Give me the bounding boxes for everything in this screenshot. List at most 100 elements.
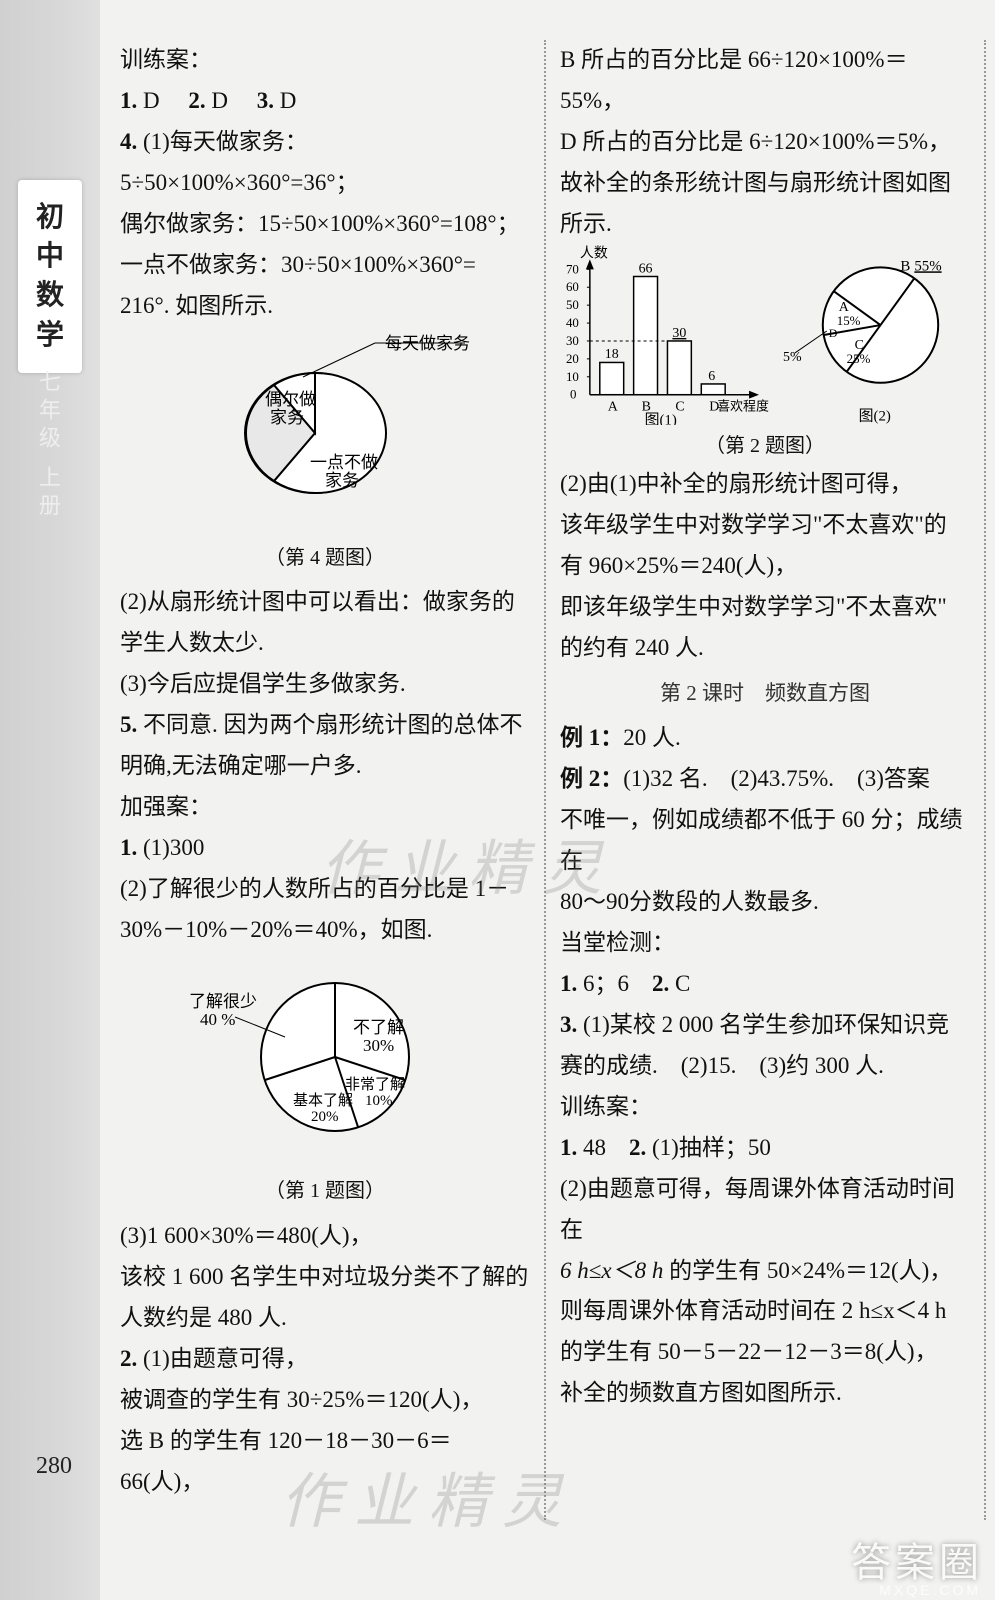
s2-l1: (1)由题意可得， xyxy=(143,1346,308,1371)
s1-l1: (1)300 xyxy=(143,835,204,860)
training-heading-r: 训练案： xyxy=(560,1087,970,1128)
pie3-a: 15% xyxy=(837,313,861,328)
q4-num: 4. xyxy=(120,129,137,154)
q4-line5: (2)从扇形统计图中可以看出：做家务的 xyxy=(120,582,530,623)
s1-line1: 1. (1)300 xyxy=(120,828,530,869)
bar1-caption: 图(1) xyxy=(645,412,677,424)
svg-text:70: 70 xyxy=(566,261,579,276)
s1-line2: (2)了解很少的人数所占的百分比是 1－ xyxy=(120,869,530,910)
page-content: 训练案： 1. D 2. D 3. D 4. (1)每天做家务：5÷50×100… xyxy=(120,40,970,1520)
q4-line3: 一点不做家务：30÷50×100%×360°= xyxy=(120,245,530,286)
bar1-svg: 人数 0 10 20 30 40 50 60 70 18 66 30 xyxy=(560,245,769,425)
svg-text:0: 0 xyxy=(570,386,576,401)
s1-line5: 该校 1 600 名学生中对垃圾分类不了解的 xyxy=(120,1257,530,1298)
pie1-svg: 偶尔做 家务 一点不做 家务 每天做家务 xyxy=(175,333,475,523)
pie1-none: 一点不做 xyxy=(310,453,378,472)
ex2-pre: 例 2： xyxy=(560,766,623,791)
mc-answers: 1. D 2. D 3. D xyxy=(120,81,530,122)
q3-num: 3. xyxy=(257,88,274,113)
q1-num: 1. xyxy=(120,88,137,113)
s2-line4: B 所占的百分比是 66÷120×100%＝55%， xyxy=(560,40,970,122)
svg-text:30: 30 xyxy=(566,333,579,348)
pie3-caption: 图(2) xyxy=(859,408,891,424)
pie3-c: 25% xyxy=(847,351,871,366)
t2-l5: 补全的频数直方图如图所示. xyxy=(560,1373,970,1414)
subject-tab: 初中数学 xyxy=(18,180,82,373)
svg-text:60: 60 xyxy=(566,279,579,294)
q4-line1: 4. (1)每天做家务：5÷50×100%×360°=36°； xyxy=(120,122,530,204)
c3-l1: 3. (1)某校 2 000 名学生参加环保知识竞 xyxy=(560,1005,970,1046)
pie2-l3: 了解很少 xyxy=(189,992,257,1011)
t2-l3: 则每周课外体育活动时间在 2 h≤x＜4 h xyxy=(560,1291,970,1332)
svg-text:6: 6 xyxy=(708,368,715,383)
svg-text:B: B xyxy=(900,258,910,274)
q4-line4: 216°. 如图所示. xyxy=(120,286,530,327)
q4-line6: 学生人数太少. xyxy=(120,623,530,664)
pie1-figure: 偶尔做 家务 一点不做 家务 每天做家务 （第 4 题图） xyxy=(120,333,530,577)
t1: 1. 48 2. (1)抽样；50 xyxy=(560,1128,970,1169)
q2-num: 2. xyxy=(188,88,205,113)
q5-l1: 不同意. 因为两个扇形统计图的总体不 xyxy=(143,712,523,737)
s1-line6: 人数约是 480 人. xyxy=(120,1298,530,1339)
ex1: 例 1：20 人. xyxy=(560,718,970,759)
svg-text:18: 18 xyxy=(605,347,619,362)
pie3-d: 5% xyxy=(783,350,802,365)
fig-row-q2: 人数 0 10 20 30 40 50 60 70 18 66 30 xyxy=(560,245,970,425)
pie2-figure: 不了解 30% 非常了解 10% 基本了解 20% 了解很少 40 % （第 1… xyxy=(120,957,530,1211)
s2-line2: 被调查的学生有 30÷25%＝120(人)， xyxy=(120,1380,530,1421)
q2-ans: D xyxy=(211,88,228,113)
q1-ans: D xyxy=(143,88,160,113)
bar1-xlabel: 喜欢程度 xyxy=(717,398,769,413)
s2-line3: 选 B 的学生有 120－18－30－6＝66(人)， xyxy=(120,1421,530,1503)
pie1-occ: 偶尔做 xyxy=(265,390,316,409)
ex2-l1: 例 2：(1)32 名. (2)43.75%. (3)答案 xyxy=(560,759,970,800)
t2-l4: 的学生有 50－5－22－12－3＝8(人)， xyxy=(560,1332,970,1373)
svg-text:66: 66 xyxy=(639,261,653,276)
q5-line2: 明确,无法确定哪一户多. xyxy=(120,746,530,787)
r5: 的约有 240 人. xyxy=(560,628,970,669)
pie2-p3: 40 % xyxy=(200,1010,235,1029)
c3-1: (1)某校 2 000 名学生参加环保知识竞 xyxy=(583,1012,949,1037)
pie2-p2: 20% xyxy=(311,1109,339,1125)
q4-line2: 偶尔做家务：15÷50×100%×360°=108°； xyxy=(120,204,530,245)
lesson-heading: 第 2 课时 频数直方图 xyxy=(560,675,970,712)
pie3-b: 55% xyxy=(914,258,941,274)
ex2-1: (1)32 名. (2)43.75%. (3)答案 xyxy=(623,766,930,791)
s2-num: 2. xyxy=(120,1346,137,1371)
svg-text:40: 40 xyxy=(566,315,579,330)
ex2-l3: 80～90分数段的人数最多. xyxy=(560,882,970,923)
q4-line7: (3)今后应提倡学生多做家务. xyxy=(120,664,530,705)
svg-text:10: 10 xyxy=(566,368,579,383)
s2-line5: D 所占的百分比是 6÷120×100%＝5%， xyxy=(560,122,970,163)
svg-text:30: 30 xyxy=(672,326,686,341)
r-line0: 所示. xyxy=(560,204,970,245)
corner-url: MXQE.COM xyxy=(879,1582,981,1598)
sidebar: 初中数学 七年级 上册 280 xyxy=(0,0,100,1600)
pie2-p1: 10% xyxy=(365,1093,393,1109)
t2-l2: 6 h≤x＜8 h 的学生有 50×24%＝12(人)， xyxy=(560,1251,970,1292)
pie2-l1: 非常了解 xyxy=(345,1076,405,1093)
s1-line3: 30%－10%－20%＝40%，如图. xyxy=(120,910,530,951)
r3: 有 960×25%＝240(人)， xyxy=(560,546,970,587)
q4-l1: (1)每天做家务：5÷50×100%×360°=36°； xyxy=(120,129,359,195)
s2-line6: 故补全的条形统计图与扇形统计图如图 xyxy=(560,163,970,204)
c3-l2: 赛的成绩. (2)15. (3)约 300 人. xyxy=(560,1046,970,1087)
training-heading: 训练案： xyxy=(120,40,530,81)
grade-label: 七年级 上册 xyxy=(32,370,64,522)
check-heading: 当堂检测： xyxy=(560,923,970,964)
t2-l1: (2)由题意可得，每周课外体育活动时间在 xyxy=(560,1169,970,1251)
page-number: 280 xyxy=(36,1453,72,1480)
c3-num: 3. xyxy=(560,1012,577,1037)
fig-q2-caption: （第 2 题图） xyxy=(560,429,970,465)
r1: (2)由(1)中补全的扇形统计图可得， xyxy=(560,464,970,505)
svg-text:D: D xyxy=(829,326,838,340)
s2-line1: 2. (1)由题意可得， xyxy=(120,1339,530,1380)
ex2-l2: 不唯一，例如成绩都不低于 60 分；成绩在 xyxy=(560,800,970,882)
pie2-svg: 不了解 30% 非常了解 10% 基本了解 20% 了解很少 40 % xyxy=(185,957,465,1157)
q5-line1: 5. 不同意. 因为两个扇形统计图的总体不 xyxy=(120,705,530,746)
bar1-ylabel: 人数 xyxy=(580,245,608,261)
svg-text:家务: 家务 xyxy=(325,471,359,490)
pie3-svg: B 55% A 15% C 25% D 5% 图(2) xyxy=(781,245,970,425)
q5-num: 5. xyxy=(120,712,137,737)
svg-text:家务: 家务 xyxy=(270,408,304,427)
